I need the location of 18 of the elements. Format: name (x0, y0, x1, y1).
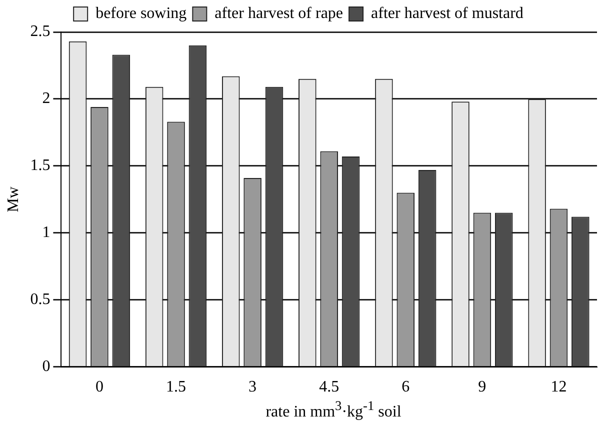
x-tick-label: 6 (402, 378, 410, 396)
x-tick-label: 9 (478, 378, 486, 396)
y-tick-label: 2 (42, 90, 50, 108)
y-tick-label: 0.5 (30, 291, 50, 308)
legend-label: after harvest of rape (214, 5, 344, 22)
x-tick-label: 3 (248, 378, 257, 396)
x-axis-title: rate in mm$^{3}$·kg$^{-1}$ soil (264, 398, 402, 422)
y-tick-label: 0 (42, 358, 50, 376)
y-tick-label: 1.5 (30, 157, 50, 174)
y-tick-label: 1 (42, 224, 50, 242)
y-tick-label: 2.5 (30, 23, 50, 40)
legend-label: before sowing (96, 5, 187, 22)
x-tick-label: 1.5 (166, 378, 186, 396)
y-axis-title: Mw (4, 186, 22, 212)
legend-label: after harvest of mustard (371, 5, 524, 22)
x-tick-label: 4.5 (319, 378, 340, 396)
x-tick-label: 12 (550, 378, 567, 396)
x-tick-label: 0 (95, 378, 104, 396)
